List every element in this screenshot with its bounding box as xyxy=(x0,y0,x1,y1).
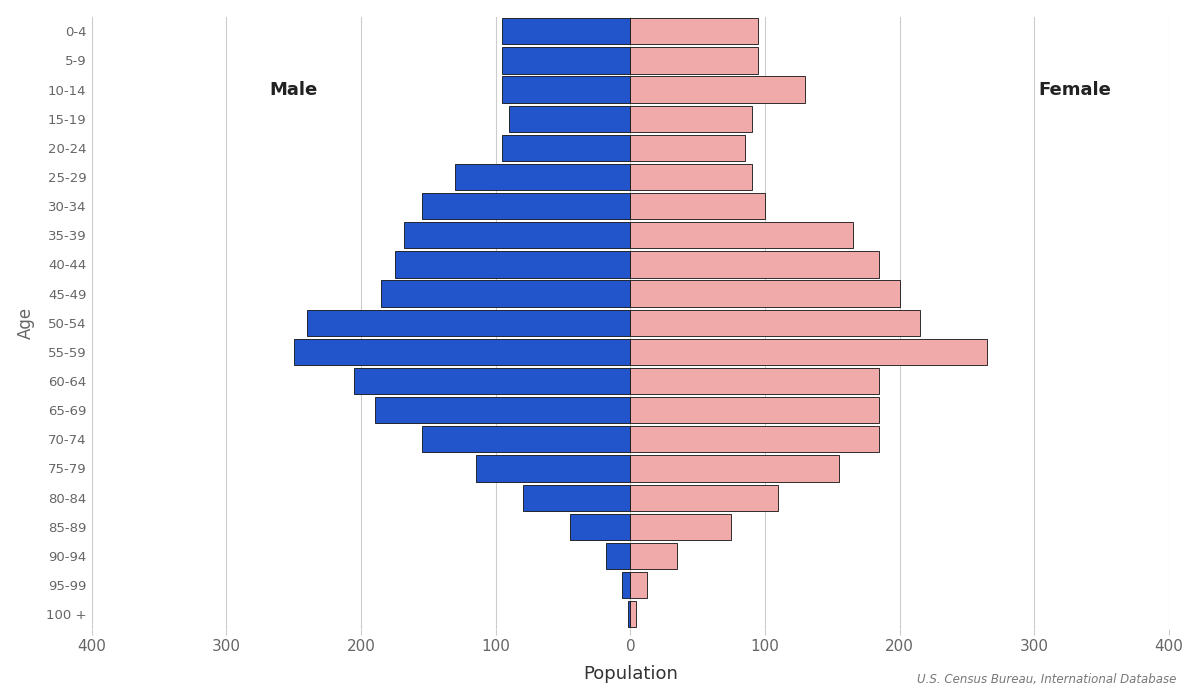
Bar xyxy=(374,397,630,424)
Bar xyxy=(455,164,630,190)
Bar xyxy=(623,572,630,598)
Bar xyxy=(503,134,630,161)
Y-axis label: Age: Age xyxy=(17,307,35,339)
Bar xyxy=(630,281,900,307)
Bar xyxy=(307,309,630,336)
Bar xyxy=(630,339,988,365)
Bar xyxy=(630,397,880,424)
Bar xyxy=(509,106,630,132)
Bar xyxy=(630,251,880,278)
Text: U.S. Census Bureau, International Database: U.S. Census Bureau, International Databa… xyxy=(917,673,1176,686)
Bar xyxy=(628,601,630,627)
Bar xyxy=(630,368,880,394)
Bar xyxy=(475,456,630,482)
X-axis label: Population: Population xyxy=(583,665,678,683)
Bar xyxy=(503,18,630,44)
Text: Male: Male xyxy=(270,80,318,99)
Bar xyxy=(630,542,678,569)
Bar xyxy=(630,456,839,482)
Bar xyxy=(404,222,630,248)
Bar xyxy=(630,484,779,511)
Bar xyxy=(503,48,630,74)
Bar xyxy=(382,281,630,307)
Bar xyxy=(421,193,630,219)
Bar xyxy=(630,18,758,44)
Bar xyxy=(523,484,630,511)
Bar xyxy=(630,106,751,132)
Bar xyxy=(630,48,758,74)
Bar xyxy=(630,309,920,336)
Bar xyxy=(570,514,630,540)
Bar xyxy=(630,164,751,190)
Bar xyxy=(630,222,852,248)
Bar xyxy=(294,339,630,365)
Bar xyxy=(421,426,630,452)
Bar xyxy=(630,426,880,452)
Bar xyxy=(606,542,630,569)
Bar xyxy=(630,572,647,598)
Text: Female: Female xyxy=(1038,80,1111,99)
Bar xyxy=(630,193,764,219)
Bar xyxy=(503,76,630,103)
Bar xyxy=(630,514,731,540)
Bar xyxy=(630,601,636,627)
Bar xyxy=(354,368,630,394)
Bar xyxy=(630,134,745,161)
Bar xyxy=(395,251,630,278)
Bar xyxy=(630,76,805,103)
